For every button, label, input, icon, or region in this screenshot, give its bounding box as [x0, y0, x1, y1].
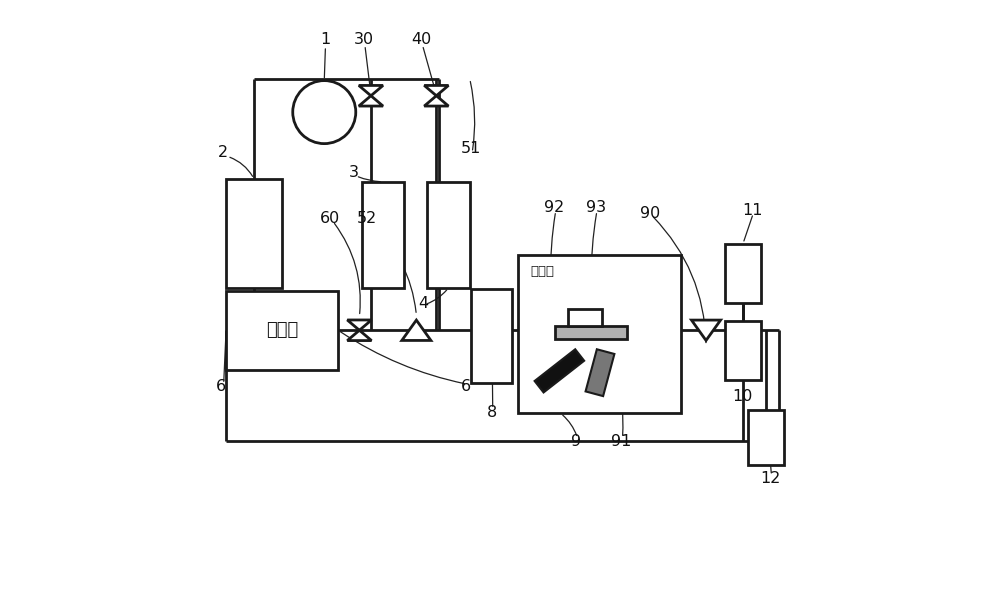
Text: 30: 30 [354, 33, 374, 47]
Bar [586, 349, 614, 396]
Polygon shape [691, 320, 721, 341]
Text: 91: 91 [611, 434, 631, 448]
Text: 60: 60 [320, 211, 340, 225]
Bar [427, 182, 470, 288]
Text: 1: 1 [320, 33, 331, 47]
Text: 3: 3 [348, 165, 358, 180]
Text: 12: 12 [760, 471, 780, 486]
Bar [535, 349, 584, 393]
Text: 10: 10 [732, 390, 753, 404]
Text: 8: 8 [486, 405, 497, 419]
Text: 51: 51 [461, 141, 481, 156]
Bar [555, 326, 627, 339]
Polygon shape [347, 320, 372, 330]
Text: 4: 4 [419, 296, 429, 310]
Bar [226, 179, 282, 288]
Text: 变压器: 变压器 [266, 321, 298, 339]
Polygon shape [359, 85, 383, 96]
Polygon shape [359, 96, 383, 106]
Polygon shape [424, 96, 448, 106]
Text: 52: 52 [357, 211, 377, 225]
Polygon shape [347, 330, 372, 341]
Bar [748, 410, 784, 465]
Text: 检测箱: 检测箱 [530, 265, 554, 278]
Bar [568, 309, 602, 326]
Text: 40: 40 [411, 33, 431, 47]
Bar [226, 291, 338, 370]
Text: 6: 6 [461, 379, 471, 394]
Bar [518, 255, 681, 413]
Bar [725, 321, 761, 380]
Text: 11: 11 [742, 204, 762, 218]
Text: 92: 92 [544, 200, 565, 215]
Text: 90: 90 [640, 206, 660, 221]
Bar [471, 289, 512, 383]
Polygon shape [402, 320, 431, 341]
Polygon shape [424, 85, 448, 96]
Bar [725, 244, 761, 303]
Text: 9: 9 [571, 434, 581, 448]
Text: 6: 6 [216, 379, 226, 394]
Bar [362, 182, 404, 288]
Text: 93: 93 [586, 200, 606, 215]
Circle shape [293, 81, 356, 144]
Text: 2: 2 [217, 145, 228, 160]
